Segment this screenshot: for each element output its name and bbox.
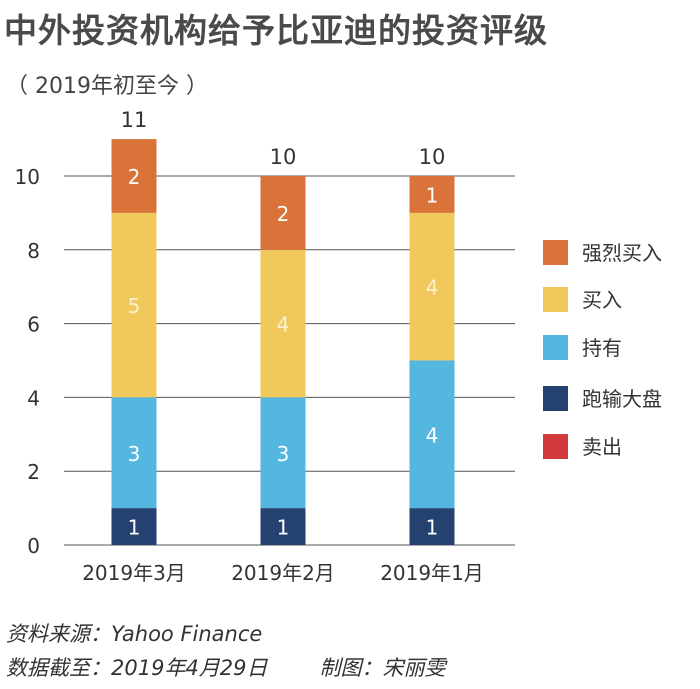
y-tick-label: 0 (27, 534, 40, 558)
bar-segment (111, 212, 157, 398)
bar-segment (111, 508, 157, 545)
data-label: 1 (277, 516, 290, 540)
stacked-bar-chart: 0 2 4 6 8 10 1 3 5 2 11 2019年3月 1 3 4 2 10 2019年2月 1 4 4 1 10 2… (15, 108, 662, 585)
data-label: 2 (128, 165, 141, 189)
date-note: 数据截至：2019年4月29日 制图：宋丽雯 (6, 652, 446, 682)
chart-title: 中外投资机构给予比亚迪的投资评级 (4, 11, 548, 50)
data-date: 数据截至：2019年4月29日 (6, 656, 268, 680)
legend-swatch (543, 386, 568, 411)
bar-segment (111, 397, 157, 509)
legend-label: 买入 (582, 288, 622, 312)
y-tick-label: 4 (27, 386, 40, 410)
bar-segment (260, 176, 306, 250)
bar-segment (111, 139, 157, 213)
bar-segment (260, 508, 306, 545)
legend-swatch (543, 287, 568, 312)
legend-swatch (543, 335, 568, 360)
total-label: 11 (121, 108, 148, 132)
x-tick-label: 2019年2月 (231, 561, 335, 585)
y-tick-label: 2 (27, 460, 40, 484)
legend-label: 强烈买入 (582, 241, 662, 265)
data-label: 4 (426, 276, 439, 300)
legend-label: 跑输大盘 (582, 387, 662, 411)
data-label: 1 (128, 516, 141, 540)
chart-credit: 制图：宋丽雯 (319, 656, 446, 680)
x-tick-label: 2019年3月 (82, 561, 186, 585)
bar-segment (409, 508, 455, 545)
data-label: 1 (426, 183, 439, 207)
total-label: 10 (419, 145, 446, 169)
y-tick-label: 10 (15, 165, 40, 189)
source-note: 资料来源：Yahoo Finance (6, 622, 263, 646)
x-tick-label: 2019年1月 (380, 561, 484, 585)
legend-label: 持有 (582, 336, 622, 360)
bar-segment (409, 212, 455, 361)
legend-swatch (543, 240, 568, 265)
data-label: 2 (277, 202, 290, 226)
data-label: 3 (277, 442, 290, 466)
bar-segment (409, 360, 455, 509)
bar-segment (260, 397, 306, 509)
chart-subtitle: （ 2019年初至今 ） (6, 74, 208, 99)
bar-segment (409, 176, 455, 213)
bar-segment (260, 249, 306, 398)
total-label: 10 (270, 145, 297, 169)
data-label: 4 (426, 423, 439, 447)
y-tick-label: 6 (27, 313, 40, 337)
data-label: 5 (128, 294, 141, 318)
data-label: 1 (426, 516, 439, 540)
legend-swatch (543, 434, 568, 459)
y-tick-label: 8 (27, 239, 40, 263)
data-label: 3 (128, 442, 141, 466)
data-label: 4 (277, 313, 290, 337)
legend-label: 卖出 (582, 435, 622, 459)
